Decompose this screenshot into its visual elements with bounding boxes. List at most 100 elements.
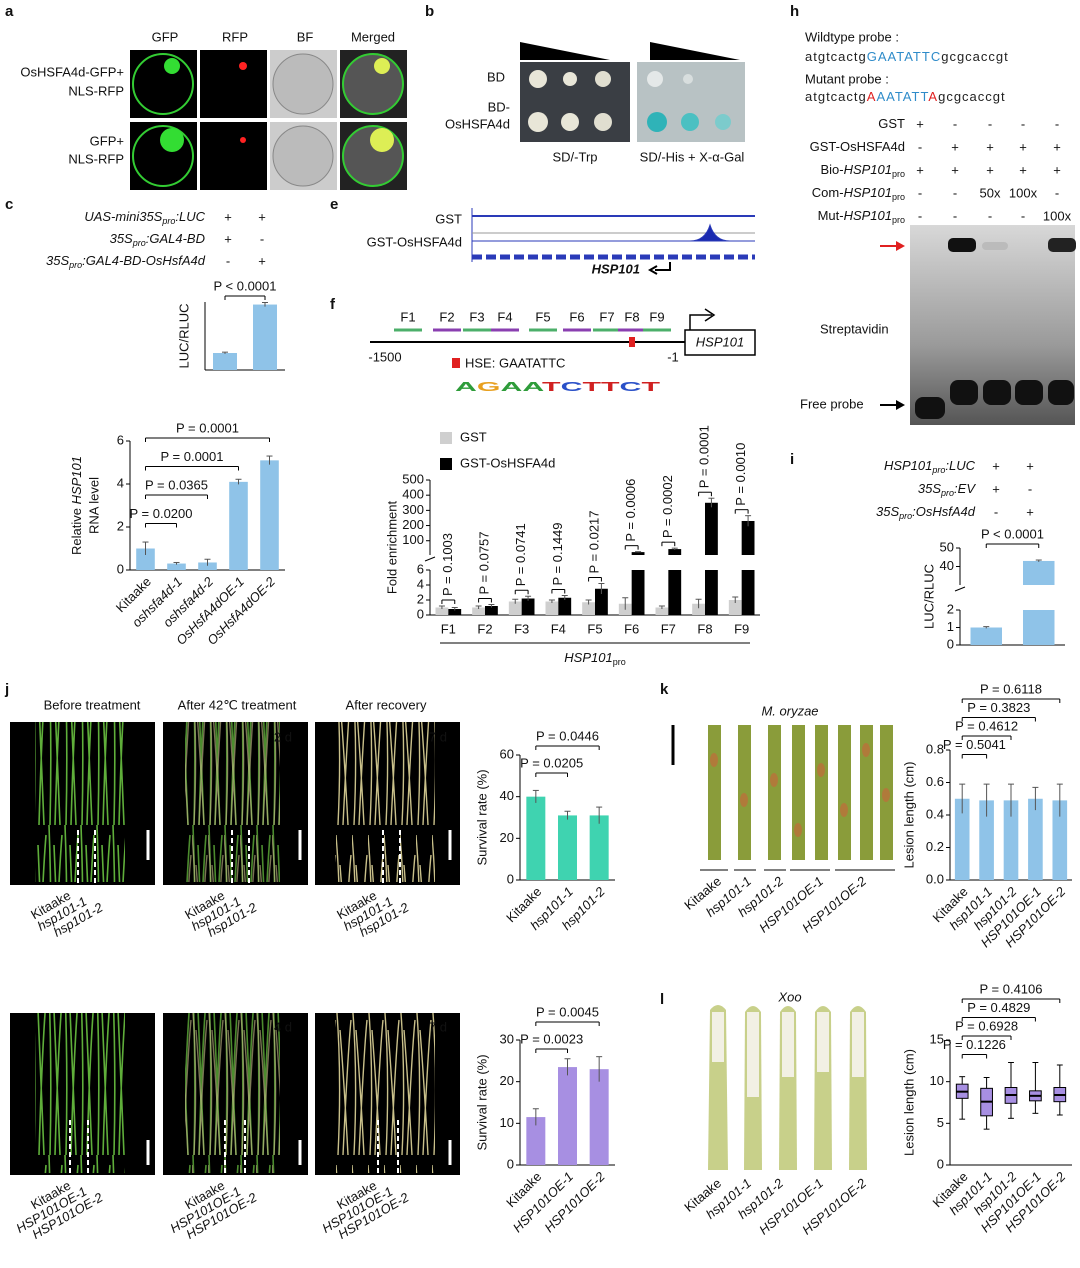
sign: + [916,116,924,131]
bar [526,796,546,880]
row-label-ital: 35S [110,231,133,246]
panel-label: j [4,681,9,698]
motif-letter: C [561,379,584,394]
tracks [471,208,755,275]
sequence-part: A [867,89,877,104]
bar [198,562,217,570]
coordinate: -1 [667,349,679,364]
row-label-sub: pro [132,238,146,248]
sign: + [258,253,266,268]
bar [1023,610,1055,645]
bar [668,570,682,615]
x-tick-label: F4 [551,621,566,636]
y-axis-label-pre: Relative [69,504,84,555]
y-tick-label: 400 [402,487,424,502]
panel-label: h [790,3,799,20]
row-label-post: :GAL4-BD [146,231,205,246]
bar [521,598,535,615]
row-label: 35Spro:GAL4-BD-OsHsfA4d [46,253,206,270]
p-value: P = 0.0741 [513,523,528,586]
row-label: GFP+ [90,133,124,148]
row-label-sub: pro [892,192,905,202]
fragment-label: F7 [599,309,614,324]
row-label-ital: 35S [876,504,899,519]
bar [253,304,277,370]
sign: + [1053,162,1061,177]
bar [692,603,705,615]
y-tick-label: 4 [117,475,124,490]
bar [485,606,498,615]
y-tick-label: 6 [117,432,124,447]
row-label-sub: pro [161,216,175,226]
bar [741,570,755,615]
panel-label: k [660,681,669,698]
promoter [370,308,756,368]
fragment-label: F4 [497,309,512,324]
row-label-sub: pro [892,215,905,225]
panel-label: a [5,3,14,20]
row-label: GST-OsHSFA4d [810,139,905,154]
panel-label: e [330,196,338,213]
sign: 100x [1043,208,1072,223]
y-tick-label: 20 [500,1073,514,1088]
sign: - [260,231,264,246]
row-label: BD- [488,99,510,114]
y-tick-label: 100 [402,532,424,547]
sign: - [918,185,922,200]
sequence-part: GAATATTC [867,49,941,64]
track-label: GST [435,211,462,226]
p-value: P = 0.0001 [176,420,239,435]
medium-label: SD/-Trp [552,149,597,164]
fragment-label: F1 [400,309,415,324]
p-value: P = 0.0010 [733,443,748,506]
bar [558,815,577,880]
sequence-part: A [928,89,938,104]
sign: - [918,208,922,223]
y-tick-label: 2 [417,591,424,606]
y-tick-label: 0 [507,1156,514,1171]
row-label-post: :EV [954,481,976,496]
bar [448,609,462,615]
panel-label: i [790,451,794,468]
panel-label: f [330,296,336,313]
row-label: GST [878,116,905,131]
bar [1003,800,1019,880]
sign: + [992,458,1000,473]
y-tick-label: 0 [937,1156,944,1171]
track-label: GST-OsHSFA4d [367,234,462,249]
p-value: P = 0.1226 [943,1037,1006,1052]
y-tick-label: 60 [500,746,514,761]
bar [979,800,994,880]
p-value: P = 0.0001 [160,449,223,464]
row-label-post: :OsHsfA4d [912,504,976,519]
y-tick-label: 6 [417,561,424,576]
bar [558,1067,577,1165]
column-header: Merged [351,29,395,44]
sequence-part: atgtcactg [805,89,867,104]
x-tick-label: F3 [514,621,529,636]
p-value: P = 0.0002 [660,475,675,538]
bar [1023,560,1055,585]
y-tick-label: 0 [507,871,514,886]
sign: + [224,209,232,224]
sign: 100x [1009,185,1038,200]
row-label: 35Spro:GAL4-BD [110,231,205,248]
sequence: atgtcactgAAATATTAgcgcaccgt [805,89,1006,104]
legend-label: GST-OsHSFA4d [460,455,555,470]
bar [668,549,682,555]
axis-break [424,556,436,562]
p-value: P = 0.1003 [440,533,455,596]
p-value: P = 0.0001 [696,425,711,488]
y-axis-label: Relative HSP101 [69,456,84,555]
gel-label: Streptavidin [820,321,889,336]
row-label-ital: UAS-mini35S [84,209,162,224]
axis-break [954,586,966,592]
sign: - [1021,208,1025,223]
sign: + [1019,139,1027,154]
sign: 50x [980,185,1001,200]
p-value: P = 0.4106 [979,981,1042,996]
y-axis-label: Lesion length (cm) [901,1049,916,1156]
y-tick-label: 4 [417,576,424,591]
